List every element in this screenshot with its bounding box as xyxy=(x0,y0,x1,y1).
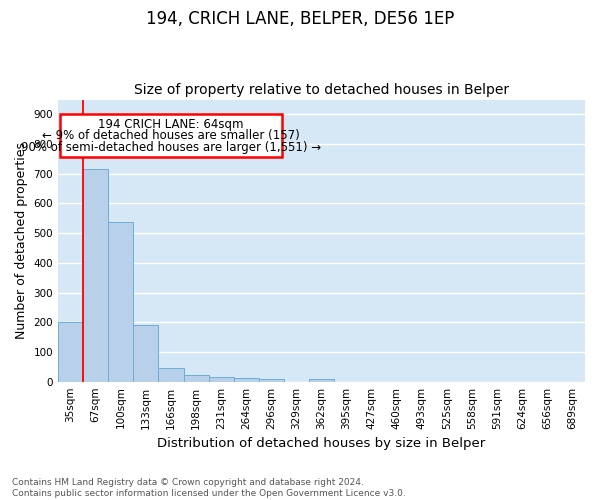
Bar xyxy=(259,378,284,382)
Bar xyxy=(233,378,259,382)
FancyBboxPatch shape xyxy=(60,114,282,158)
Bar xyxy=(133,324,158,382)
Bar xyxy=(158,368,184,382)
Text: Contains HM Land Registry data © Crown copyright and database right 2024.
Contai: Contains HM Land Registry data © Crown c… xyxy=(12,478,406,498)
Bar xyxy=(108,222,133,382)
Text: 194, CRICH LANE, BELPER, DE56 1EP: 194, CRICH LANE, BELPER, DE56 1EP xyxy=(146,10,454,28)
Text: ← 9% of detached houses are smaller (157): ← 9% of detached houses are smaller (157… xyxy=(42,129,300,142)
Bar xyxy=(209,376,233,382)
Text: 194 CRICH LANE: 64sqm: 194 CRICH LANE: 64sqm xyxy=(98,118,244,131)
Text: 90% of semi-detached houses are larger (1,551) →: 90% of semi-detached houses are larger (… xyxy=(21,142,321,154)
Y-axis label: Number of detached properties: Number of detached properties xyxy=(15,142,28,339)
Bar xyxy=(184,375,209,382)
Bar xyxy=(83,169,108,382)
X-axis label: Distribution of detached houses by size in Belper: Distribution of detached houses by size … xyxy=(157,437,485,450)
Bar xyxy=(309,378,334,382)
Title: Size of property relative to detached houses in Belper: Size of property relative to detached ho… xyxy=(134,83,509,97)
Bar xyxy=(58,322,83,382)
